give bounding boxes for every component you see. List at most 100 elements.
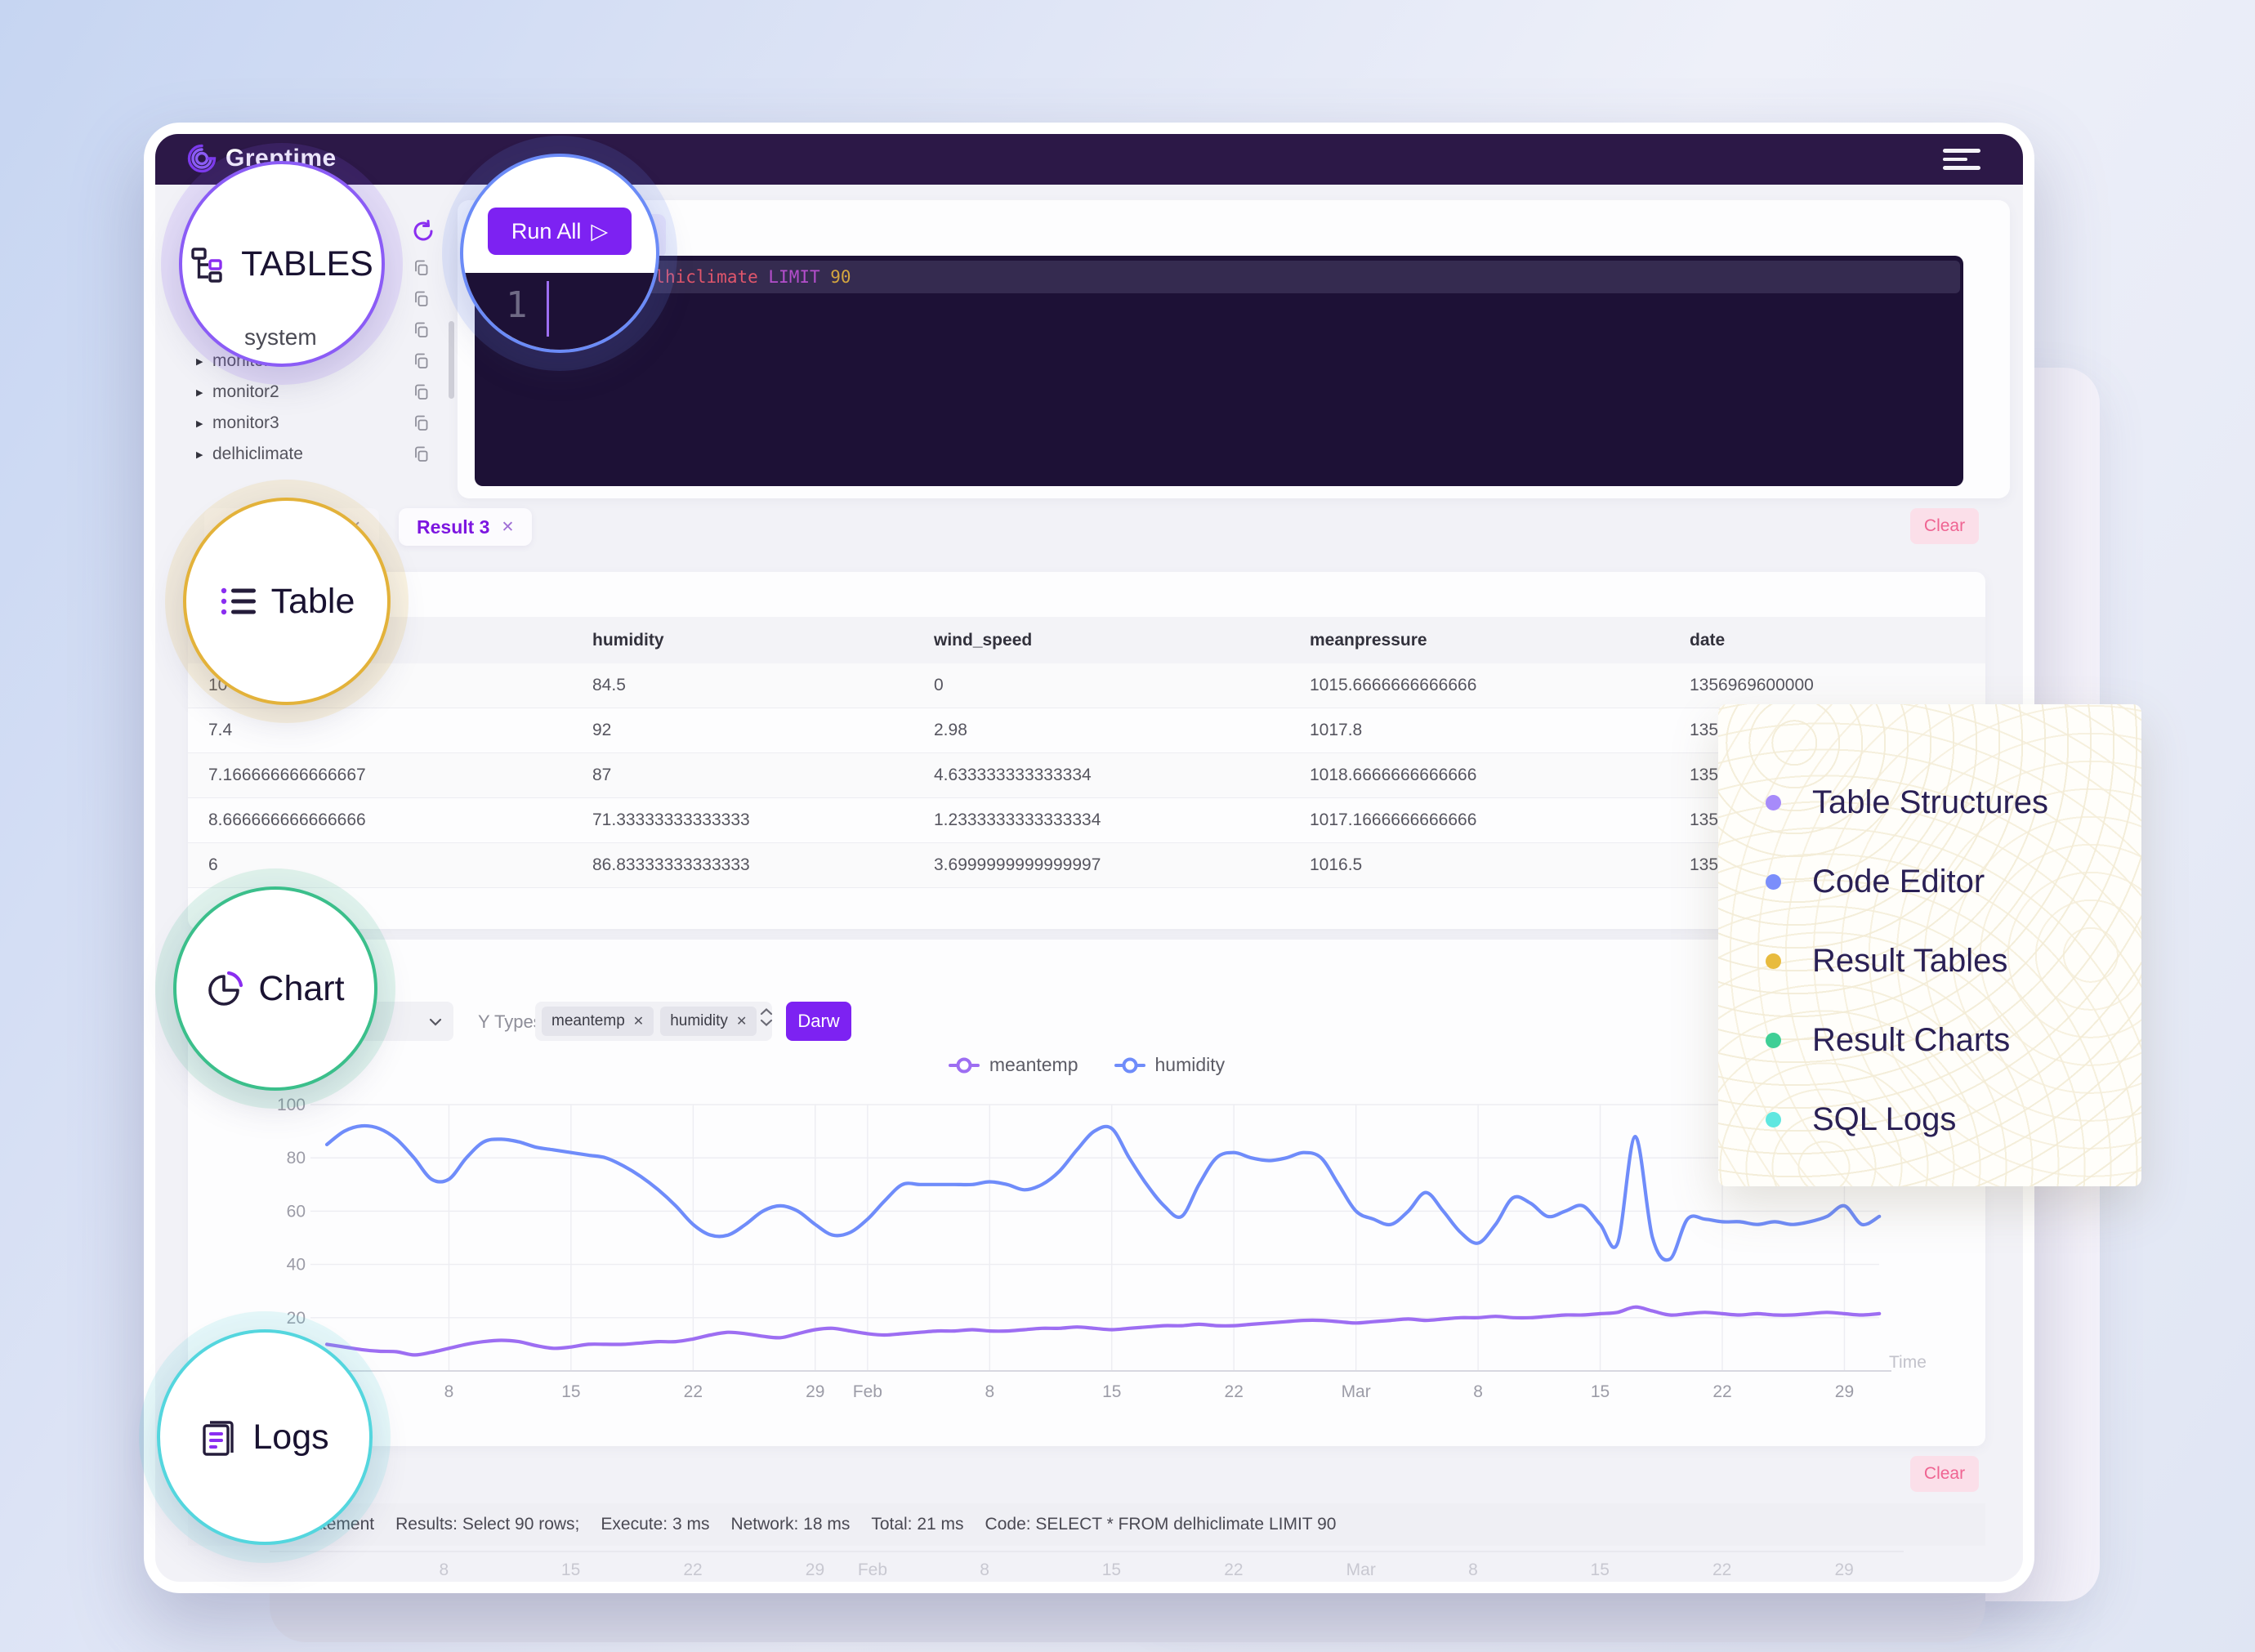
series-line-meantemp <box>324 1305 1882 1357</box>
chip-label: humidity <box>670 1012 728 1029</box>
legend-label: humidity <box>1154 1054 1226 1075</box>
expand-caret-icon[interactable]: ▶ <box>196 418 203 429</box>
column-header: wind_speed <box>934 631 1033 650</box>
table-tree-row[interactable]: ▶ monitor3 <box>196 408 441 439</box>
feature-label: SQL Logs <box>1812 1101 1957 1137</box>
close-icon[interactable]: ✕ <box>501 518 515 536</box>
greptime-logo-icon <box>187 144 217 173</box>
expand-caret-icon[interactable]: ▶ <box>196 387 203 398</box>
clear-logs-button[interactable]: Clear <box>1910 1456 1979 1492</box>
table-row: 10 84.5 0 1015.6666666666666 1356969600000 <box>188 663 1985 708</box>
table-tree-row[interactable] <box>196 284 441 315</box>
top-navbar: Greptime <box>155 134 2023 185</box>
editor-magnified-fragment: 1 <box>463 273 656 350</box>
database-name[interactable]: system <box>244 324 317 350</box>
clear-results-button[interactable]: Clear <box>1910 508 1979 544</box>
copy-icon[interactable] <box>413 259 431 277</box>
axis-tick-label: 29 <box>805 1560 825 1579</box>
axis-tick-label: 29 <box>1834 1560 1854 1579</box>
feature-label: Code Editor <box>1812 864 1985 900</box>
select-spinner-icon[interactable] <box>760 1008 773 1026</box>
sql-token-plain <box>820 267 831 287</box>
axis-tick-label: 22 <box>683 1560 703 1579</box>
y-types-label: Y Types <box>478 1011 543 1032</box>
axis-tick-label: 8 <box>980 1560 989 1579</box>
table-cell: 8.666666666666666 <box>208 810 366 829</box>
table-cell: 1015.6666666666666 <box>1310 676 1477 694</box>
y-types-multiselect[interactable]: meantemp ✕ humidity ✕ <box>535 1002 772 1041</box>
feature-label: Table Structures <box>1812 784 2049 820</box>
table-tree-row[interactable] <box>196 315 441 346</box>
table-cell: 1356969600000 <box>1690 676 1814 694</box>
bullet-icon <box>1766 953 1781 969</box>
callout-chart-label: Chart <box>258 968 345 1008</box>
result-table: humidity wind_speed meanpressure date 10 84.… <box>188 572 1985 929</box>
legend-label: meantemp <box>989 1054 1078 1075</box>
table-cell: 6 <box>208 855 218 874</box>
svg-text:22: 22 <box>684 1382 703 1401</box>
legend-item[interactable]: humidity <box>1114 1054 1226 1076</box>
feature-item: Result Tables <box>1766 922 2048 1001</box>
svg-text:22: 22 <box>1712 1382 1731 1401</box>
svg-text:29: 29 <box>806 1382 824 1401</box>
table-tree-row[interactable]: ▶ monitor2 <box>196 377 441 408</box>
table-row: 8.666666666666666 71.33333333333333 1.2333… <box>188 798 1985 843</box>
copy-icon[interactable] <box>413 352 431 370</box>
callout-table-label: Table <box>270 581 355 621</box>
legend-line-marker <box>948 1057 980 1073</box>
sql-current-line: SELECT * FROM delhiclimate LIMIT 90 <box>478 261 1960 293</box>
feature-item: Code Editor <box>1766 842 2048 922</box>
table-tree-row[interactable]: ▶ delhiclimate <box>196 439 441 470</box>
svg-text:8: 8 <box>985 1382 994 1401</box>
feature-item: SQL Logs <box>1766 1080 2048 1159</box>
copy-icon[interactable] <box>413 321 431 339</box>
log-stat: Code: SELECT * FROM delhiclimate LIMIT 9… <box>985 1515 1337 1534</box>
result-tab[interactable]: Result 3 ✕ <box>399 508 533 546</box>
table-cell: 7.166666666666667 <box>208 766 366 784</box>
chevron-down-icon <box>429 1018 442 1026</box>
axis-tick-label: 15 <box>1101 1560 1122 1579</box>
expand-caret-icon[interactable]: ▶ <box>196 356 203 367</box>
table-cell: 1018.6666666666666 <box>1310 766 1477 784</box>
draw-button[interactable]: Darw <box>786 1002 851 1041</box>
close-icon[interactable]: ✕ <box>735 1015 748 1029</box>
result-table-header: humidity wind_speed meanpressure date <box>188 617 1985 664</box>
svg-text:Mar: Mar <box>1342 1382 1371 1401</box>
bullet-icon <box>1766 1033 1781 1048</box>
table-tree-row[interactable] <box>196 252 441 284</box>
next-chart-axis-peek: 8 15 22 29 Feb 8 15 22 Mar 8 15 22 29 <box>270 1551 1904 1588</box>
axis-tick-label: 22 <box>1712 1560 1732 1579</box>
run-all-button[interactable]: Run All ▷ <box>488 208 632 255</box>
refresh-icon[interactable] <box>411 219 435 243</box>
axis-tick-label: 15 <box>560 1560 581 1579</box>
sql-editor[interactable]: SELECT * FROM delhiclimate LIMIT 90 <box>475 256 1963 486</box>
y-type-chip[interactable]: humidity ✕ <box>660 1007 757 1036</box>
table-cell: 1017.8 <box>1310 721 1363 739</box>
close-icon[interactable]: ✕ <box>632 1015 645 1029</box>
callout-chart: Chart <box>173 886 377 1091</box>
expand-caret-icon[interactable]: ▶ <box>196 449 203 460</box>
sidebar-scrollbar[interactable] <box>449 321 454 399</box>
copy-icon[interactable] <box>413 383 431 401</box>
feature-item: Table Structures <box>1766 763 2048 842</box>
column-header: meanpressure <box>1310 631 1427 650</box>
editor-panel: F SELECT * FROM delhiclimate LIMIT 90 <box>458 200 2010 498</box>
legend-line-marker <box>1114 1057 1145 1073</box>
table-tree-icon <box>191 248 222 283</box>
bullet-icon <box>1766 874 1781 890</box>
y-type-chip[interactable]: meantemp ✕ <box>542 1007 654 1036</box>
table-cell: 1016.5 <box>1310 855 1363 874</box>
copy-icon[interactable] <box>413 414 431 432</box>
svg-text:100: 100 <box>277 1096 306 1114</box>
table-cell: 71.33333333333333 <box>592 810 750 829</box>
sql-token-number: 90 <box>830 267 851 287</box>
copy-icon[interactable] <box>413 290 431 308</box>
copy-icon[interactable] <box>413 445 431 463</box>
callout-table: Table <box>183 498 391 705</box>
bullet-icon <box>1766 1112 1781 1127</box>
feature-item: Result Charts <box>1766 1001 2048 1080</box>
axis-tick-label: Feb <box>857 1560 888 1579</box>
feature-legend-card: Table Structures Code Editor Result Tables… <box>1718 704 2141 1186</box>
legend-item[interactable]: meantemp <box>948 1054 1078 1076</box>
menu-icon[interactable] <box>1943 149 1980 170</box>
